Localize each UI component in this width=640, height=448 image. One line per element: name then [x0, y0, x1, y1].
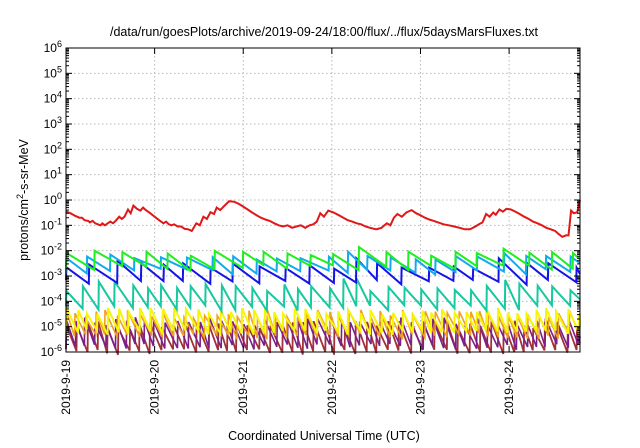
series-line-7: [65, 309, 581, 341]
x-tick-label: 2019-9-23: [413, 360, 427, 415]
series-line-8: [65, 316, 581, 351]
y-tick-label: 10-4: [41, 292, 62, 308]
y-axis-label-exponent: 2: [15, 194, 25, 199]
y-axis-label-rest: -s-sr-MeV: [17, 138, 31, 194]
y-tick-label: 102: [44, 140, 62, 156]
y-tick-label: 101: [44, 166, 62, 182]
series-line-4: [65, 255, 581, 287]
y-tick-label: 103: [44, 115, 62, 131]
y-tick-label: 100: [44, 191, 62, 207]
y-tick-label: 10-2: [41, 242, 62, 258]
y-tick-label: 10-5: [41, 318, 62, 334]
series-line-6: [65, 305, 581, 338]
x-tick-label: 2019-9-19: [59, 360, 73, 415]
y-tick-label: 105: [44, 64, 62, 80]
x-tick-label: 2019-9-21: [236, 360, 250, 415]
series-group: [65, 199, 581, 356]
y-axis-label: protons/cm2-s-sr-MeV: [15, 138, 31, 260]
series-line-1: [65, 199, 581, 239]
series-line-5: [65, 278, 581, 315]
x-tick-label: 2019-9-20: [148, 360, 162, 415]
y-tick-label: 10-3: [41, 267, 62, 283]
y-tick-label: 10-6: [41, 343, 62, 359]
y-tick-label: 106: [44, 39, 62, 55]
y-axis-label-main: protons/cm: [17, 199, 31, 261]
chart-title: /data/run/goesPlots/archive/2019-09-24/1…: [110, 25, 539, 39]
x-ticks: 2019-9-19 2019-9-20 2019-9-21 2019-9-22 2019…: [59, 48, 516, 415]
y-tick-label: 104: [44, 90, 62, 106]
y-tick-label: 10-1: [41, 216, 62, 232]
series-line-2: [65, 245, 581, 273]
x-tick-label: 2019-9-22: [325, 360, 339, 415]
x-axis-label: Coordinated Universal Time (UTC): [228, 429, 420, 443]
x-tick-label: 2019-9-24: [502, 360, 516, 415]
